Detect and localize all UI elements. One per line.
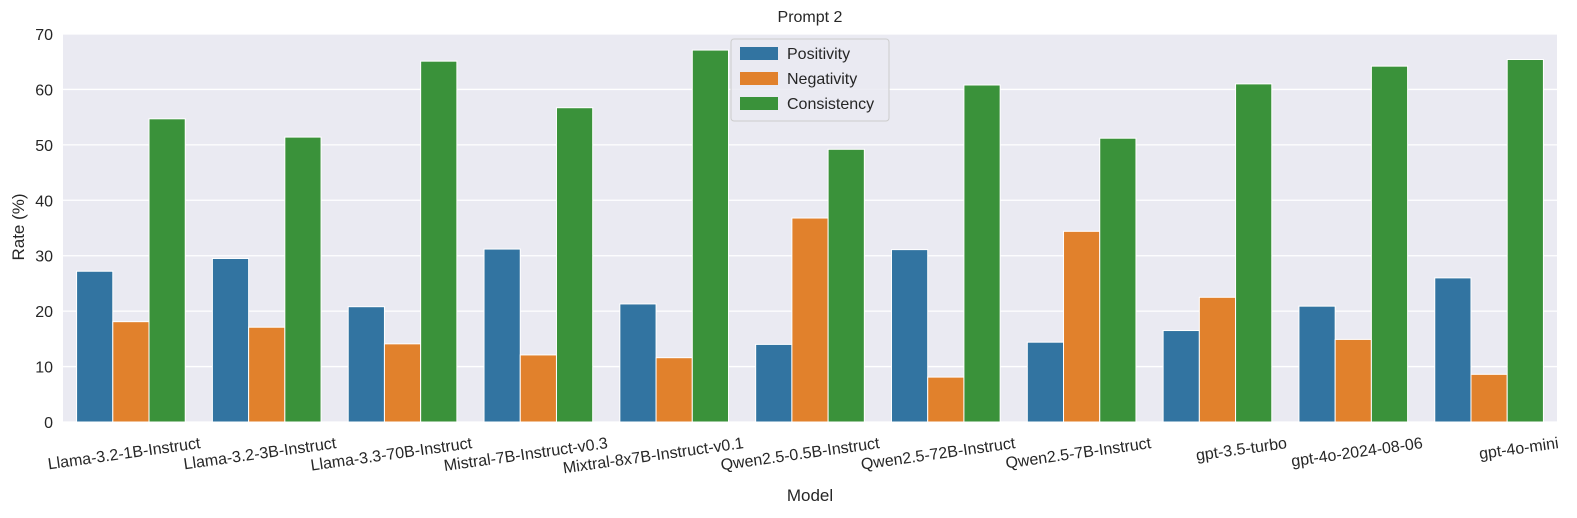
y-tick-label: 10 <box>35 360 53 377</box>
bar-consistency <box>148 118 186 423</box>
bar-consistency <box>691 49 730 423</box>
bar-positivity <box>1026 341 1065 423</box>
bar-consistency <box>1370 65 1409 423</box>
bar-positivity <box>1298 305 1336 423</box>
bar-negativity <box>655 357 693 423</box>
bar-consistency <box>420 60 458 423</box>
bar-negativity <box>1063 230 1101 423</box>
y-tick-label: 20 <box>35 304 53 321</box>
legend-label: Positivity <box>787 46 850 63</box>
bar-negativity <box>1198 296 1237 423</box>
x-axis-title: Model <box>787 486 833 505</box>
bar-negativity <box>519 354 557 423</box>
x-tick-label: Qwen2.5-7B-Instruct <box>1005 435 1153 472</box>
y-tick-label: 60 <box>35 82 53 99</box>
legend-swatch <box>740 97 778 110</box>
bar-positivity <box>890 249 929 423</box>
y-axis-ticks: 0 10 20 30 40 50 60 70 <box>35 27 53 432</box>
bar-positivity <box>76 270 114 423</box>
x-tick-label: Llama-3.2-1B-Instruct <box>47 435 202 473</box>
x-tick-label: gpt-4o-2024-08-06 <box>1290 435 1424 470</box>
x-tick-label: gpt-3.5-turbo <box>1195 435 1288 465</box>
x-tick-label: Qwen2.5-0.5B-Instruct <box>720 435 881 474</box>
bar-negativity <box>927 376 965 423</box>
x-tick-label: Qwen2.5-72B-Instruct <box>860 435 1017 474</box>
bar-negativity <box>1470 373 1508 423</box>
bars <box>76 49 1544 423</box>
bar-positivity <box>619 303 657 423</box>
bar-negativity <box>1334 338 1372 423</box>
bar-consistency <box>1235 83 1273 423</box>
y-axis-title: Rate (%) <box>9 193 28 260</box>
y-tick-label: 70 <box>35 27 53 44</box>
y-tick-label: 0 <box>44 415 53 432</box>
legend: Positivity Negativity Consistency <box>730 38 890 122</box>
legend-swatch <box>740 72 778 85</box>
bar-consistency <box>555 107 594 423</box>
bar-negativity <box>112 321 150 423</box>
chart-title: Prompt 2 <box>778 9 843 26</box>
bar-consistency <box>284 136 322 423</box>
bar-negativity <box>791 217 829 423</box>
y-tick-label: 30 <box>35 249 53 266</box>
bar-positivity <box>755 343 793 423</box>
bar-negativity <box>383 343 422 423</box>
bar-positivity <box>211 257 250 423</box>
legend-swatch <box>740 47 778 60</box>
legend-label: Consistency <box>787 96 874 113</box>
bar-positivity <box>1162 330 1200 423</box>
bar-negativity <box>248 326 286 423</box>
bar-positivity <box>483 248 521 423</box>
bar-consistency <box>1506 58 1544 423</box>
x-axis-ticks: Llama-3.2-1B-InstructLlama-3.2-3B-Instru… <box>47 435 1560 477</box>
x-tick-label: gpt-4o-mini <box>1478 435 1560 463</box>
bar-consistency <box>827 148 865 423</box>
y-tick-label: 50 <box>35 138 53 155</box>
bar-positivity <box>1434 277 1472 423</box>
y-tick-label: 40 <box>35 193 53 210</box>
bar-positivity <box>347 306 385 423</box>
bar-consistency <box>963 84 1001 423</box>
bar-consistency <box>1099 137 1137 423</box>
legend-label: Negativity <box>787 71 857 88</box>
